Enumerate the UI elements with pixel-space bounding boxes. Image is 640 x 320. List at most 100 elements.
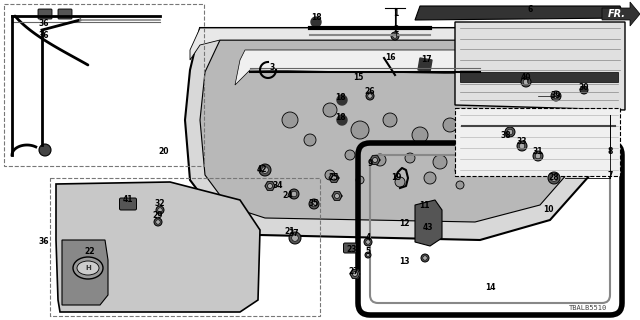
FancyBboxPatch shape bbox=[344, 243, 356, 253]
Text: 32: 32 bbox=[155, 199, 165, 209]
FancyBboxPatch shape bbox=[120, 198, 136, 210]
FancyBboxPatch shape bbox=[58, 9, 72, 19]
Circle shape bbox=[345, 150, 355, 160]
Circle shape bbox=[412, 127, 428, 143]
Text: 18: 18 bbox=[335, 114, 346, 123]
Circle shape bbox=[325, 170, 335, 180]
Text: 1: 1 bbox=[394, 10, 399, 19]
Circle shape bbox=[372, 157, 378, 163]
Polygon shape bbox=[235, 50, 590, 100]
Circle shape bbox=[365, 252, 371, 258]
Circle shape bbox=[521, 77, 531, 87]
Text: 18: 18 bbox=[310, 13, 321, 22]
Circle shape bbox=[39, 144, 51, 156]
Text: 14: 14 bbox=[484, 284, 495, 292]
Text: 29: 29 bbox=[153, 212, 163, 220]
Text: 43: 43 bbox=[423, 223, 433, 233]
Text: 6: 6 bbox=[527, 5, 532, 14]
Circle shape bbox=[292, 235, 298, 241]
Text: 30: 30 bbox=[579, 84, 589, 92]
Circle shape bbox=[550, 175, 557, 181]
Circle shape bbox=[311, 201, 317, 207]
Text: 18: 18 bbox=[335, 93, 346, 102]
Text: 25: 25 bbox=[329, 173, 339, 182]
Circle shape bbox=[154, 218, 162, 226]
Text: TBALB5510: TBALB5510 bbox=[569, 305, 607, 311]
Circle shape bbox=[405, 153, 415, 163]
Polygon shape bbox=[332, 192, 342, 200]
Circle shape bbox=[366, 92, 374, 100]
Text: FR.: FR. bbox=[608, 9, 626, 19]
Text: 15: 15 bbox=[353, 74, 363, 83]
Text: 11: 11 bbox=[419, 202, 429, 211]
Polygon shape bbox=[265, 182, 275, 190]
Text: 36: 36 bbox=[39, 237, 49, 246]
Text: 37: 37 bbox=[289, 229, 300, 238]
Circle shape bbox=[433, 155, 447, 169]
Circle shape bbox=[548, 172, 560, 184]
Circle shape bbox=[505, 127, 515, 137]
Circle shape bbox=[456, 181, 464, 189]
Polygon shape bbox=[602, 2, 640, 26]
Polygon shape bbox=[56, 182, 260, 312]
Text: 38: 38 bbox=[500, 132, 511, 140]
Circle shape bbox=[156, 206, 164, 214]
Text: 17: 17 bbox=[420, 55, 431, 65]
Polygon shape bbox=[350, 270, 360, 278]
Polygon shape bbox=[337, 95, 347, 105]
Polygon shape bbox=[329, 174, 339, 182]
Text: 31: 31 bbox=[532, 148, 543, 156]
Circle shape bbox=[423, 207, 433, 217]
Polygon shape bbox=[62, 240, 108, 305]
Circle shape bbox=[395, 177, 405, 187]
Text: 24: 24 bbox=[283, 191, 293, 201]
Circle shape bbox=[156, 220, 160, 224]
Polygon shape bbox=[455, 22, 625, 110]
Circle shape bbox=[332, 175, 337, 180]
FancyBboxPatch shape bbox=[422, 223, 435, 233]
Text: 42: 42 bbox=[257, 165, 268, 174]
Circle shape bbox=[368, 94, 372, 98]
Polygon shape bbox=[311, 17, 321, 27]
Text: 19: 19 bbox=[391, 173, 401, 182]
Circle shape bbox=[351, 121, 369, 139]
Text: 12: 12 bbox=[399, 220, 409, 228]
Text: H: H bbox=[85, 265, 91, 271]
Ellipse shape bbox=[73, 257, 103, 279]
Circle shape bbox=[508, 129, 513, 135]
Circle shape bbox=[383, 113, 397, 127]
Ellipse shape bbox=[77, 261, 99, 275]
Circle shape bbox=[484, 159, 496, 171]
Circle shape bbox=[423, 256, 428, 260]
Text: 13: 13 bbox=[399, 258, 409, 267]
Circle shape bbox=[366, 240, 370, 244]
Text: 26: 26 bbox=[365, 87, 375, 97]
Circle shape bbox=[309, 199, 319, 209]
Circle shape bbox=[289, 232, 301, 244]
Text: 34: 34 bbox=[273, 181, 284, 190]
Polygon shape bbox=[415, 200, 442, 246]
Circle shape bbox=[353, 271, 358, 276]
Circle shape bbox=[424, 172, 436, 184]
Text: 16: 16 bbox=[385, 53, 396, 62]
FancyBboxPatch shape bbox=[455, 108, 620, 176]
Text: 36: 36 bbox=[39, 20, 49, 28]
Circle shape bbox=[524, 79, 529, 85]
Text: 35: 35 bbox=[309, 199, 319, 209]
Text: 4: 4 bbox=[365, 234, 371, 243]
Circle shape bbox=[517, 141, 527, 151]
Circle shape bbox=[553, 93, 559, 99]
Text: 41: 41 bbox=[123, 196, 133, 204]
Text: 39: 39 bbox=[551, 92, 561, 100]
Circle shape bbox=[391, 32, 399, 40]
Text: 20: 20 bbox=[159, 148, 169, 156]
Polygon shape bbox=[190, 28, 600, 62]
Text: 22: 22 bbox=[84, 247, 95, 257]
Circle shape bbox=[259, 164, 271, 176]
Polygon shape bbox=[415, 6, 625, 20]
Text: 28: 28 bbox=[548, 173, 559, 182]
Polygon shape bbox=[200, 40, 595, 222]
Text: 21: 21 bbox=[285, 228, 295, 236]
Circle shape bbox=[484, 124, 496, 136]
FancyBboxPatch shape bbox=[38, 9, 52, 19]
